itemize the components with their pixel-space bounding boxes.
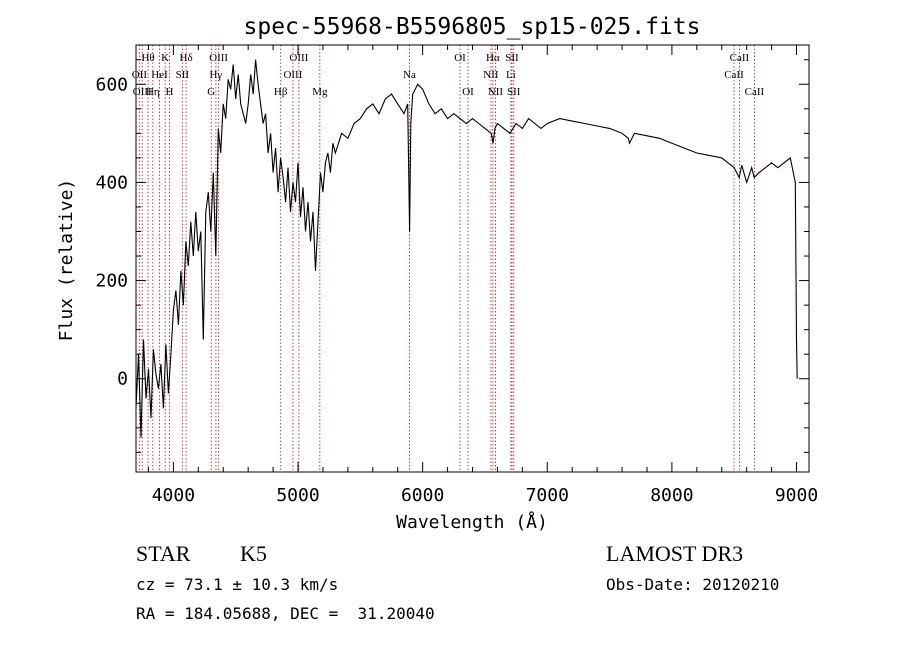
line-label: OII xyxy=(132,69,148,81)
redshift-readout: cz = 73.1 ± 10.3 km/s xyxy=(136,575,338,594)
line-label: Hα xyxy=(486,52,500,64)
x-tick-label: 9000 xyxy=(775,485,818,506)
line-label: G xyxy=(207,86,215,98)
x-tick-label: 4000 xyxy=(152,485,195,506)
y-axis: 0 200 400 600 xyxy=(95,59,809,453)
y-tick-label: 0 xyxy=(117,369,128,390)
coordinates: RA = 184.05688, DEC = 31.20040 xyxy=(136,604,435,623)
line-label: CaII xyxy=(730,52,750,64)
line-label: OI xyxy=(462,86,474,98)
line-label: OI xyxy=(454,52,466,64)
line-label: SII xyxy=(176,69,190,81)
line-label: Hθ xyxy=(141,52,154,64)
line-label: OIII xyxy=(209,52,228,64)
line-label: NII xyxy=(483,69,499,81)
emission-line-markers xyxy=(138,45,755,472)
line-label: Li xyxy=(506,69,516,81)
x-tick-label: 7000 xyxy=(526,485,569,506)
object-class: STAR xyxy=(136,541,191,566)
survey-name: LAMOST DR3 xyxy=(606,541,743,566)
line-label: Hη xyxy=(146,86,160,98)
line-label: OIII xyxy=(283,69,302,81)
y-tick-label: 200 xyxy=(95,271,128,292)
line-label: OIII xyxy=(289,52,308,64)
x-tick-label: 6000 xyxy=(401,485,444,506)
line-label: Mg xyxy=(312,86,328,98)
x-axis: 4000 5000 6000 7000 8000 9000 xyxy=(147,45,818,506)
line-label: HeI xyxy=(151,69,168,81)
line-label: Hγ xyxy=(209,69,222,81)
x-axis-label: Wavelength (Å) xyxy=(396,511,548,533)
line-label: H xyxy=(166,86,174,98)
obs-date: Obs-Date: 20120210 xyxy=(606,575,779,594)
line-label: SII xyxy=(505,52,519,64)
line-label: SII xyxy=(507,86,521,98)
line-label: OIII xyxy=(133,86,152,98)
plot-frame xyxy=(135,44,810,473)
object-subclass: K5 xyxy=(240,541,267,566)
y-tick-label: 400 xyxy=(95,172,128,193)
y-tick-label: 600 xyxy=(95,74,128,95)
line-label: CaII xyxy=(745,86,765,98)
line-label: NII xyxy=(488,86,504,98)
line-label: CaII xyxy=(724,69,744,81)
line-label: Hβ xyxy=(274,86,288,98)
x-tick-label: 5000 xyxy=(276,485,319,506)
spectrum-line xyxy=(135,59,798,438)
chart-title: spec-55968-B5596805_sp15-025.fits xyxy=(244,14,701,40)
line-label: Na xyxy=(403,69,416,81)
y-axis-label: Flux (relative) xyxy=(56,179,77,342)
line-label: K xyxy=(161,52,169,64)
line-label: Hδ xyxy=(180,52,193,64)
x-tick-label: 8000 xyxy=(650,485,693,506)
